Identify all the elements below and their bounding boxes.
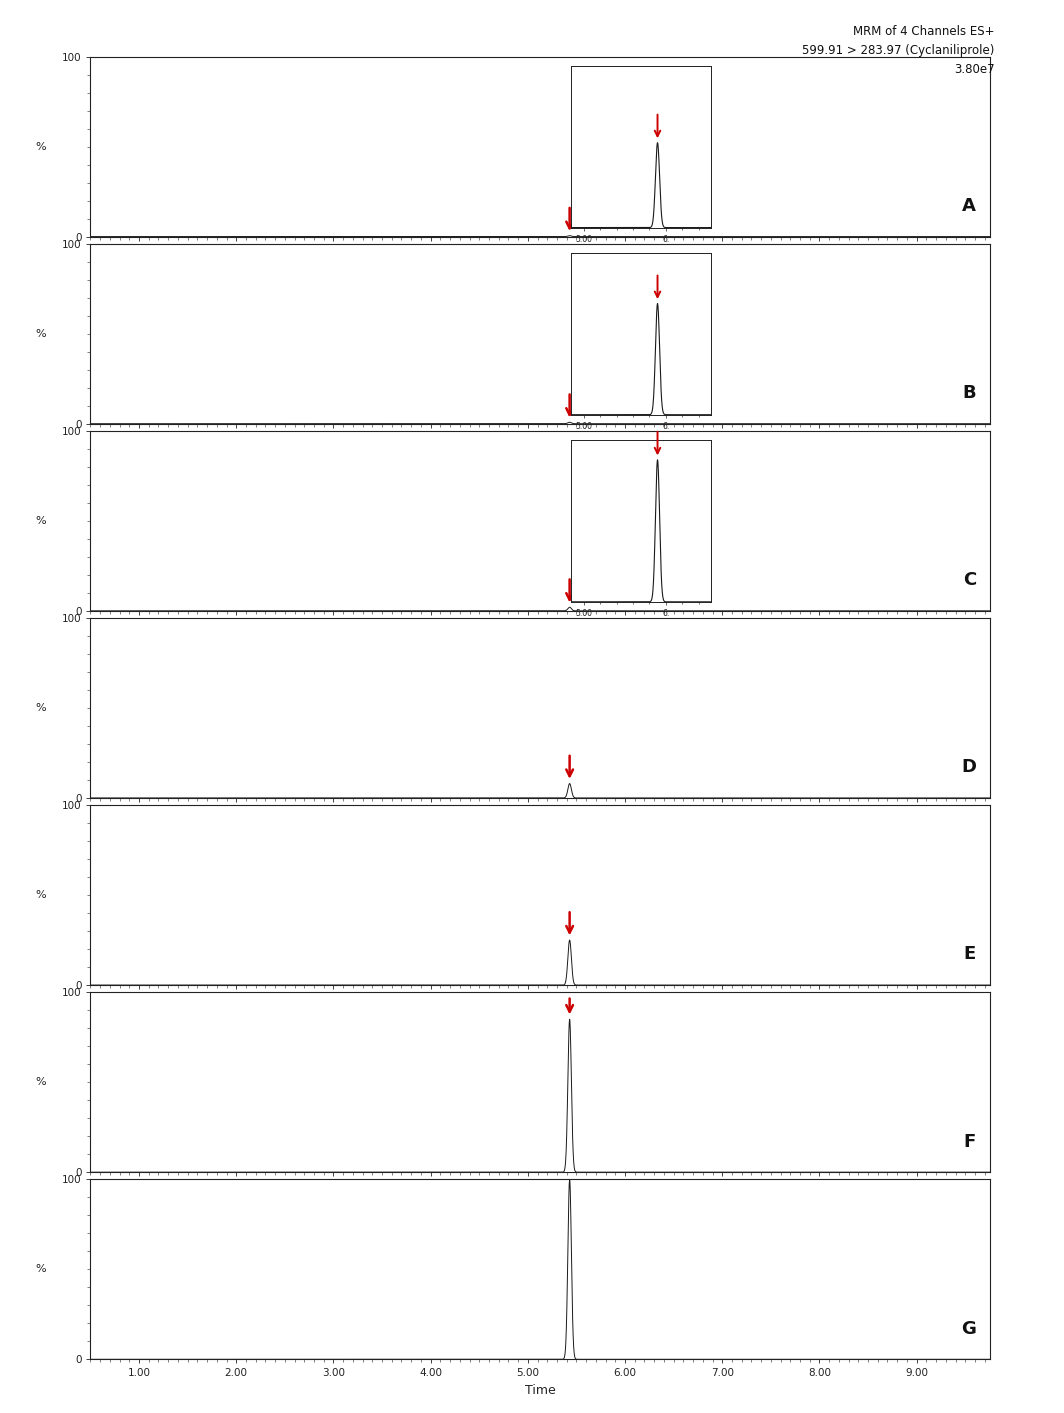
Text: %: % [36,329,47,339]
Text: D: D [961,759,976,776]
Text: %: % [36,1265,47,1275]
Text: %: % [36,516,47,526]
X-axis label: Time: Time [525,1383,555,1397]
Text: C: C [963,571,976,589]
Text: %: % [36,141,47,151]
Text: B: B [963,384,976,403]
Text: MRM of 4 Channels ES+
599.91 > 283.97 (Cyclaniliprole)
3.80e7: MRM of 4 Channels ES+ 599.91 > 283.97 (C… [802,25,995,76]
Text: F: F [964,1133,976,1150]
Text: %: % [36,702,47,714]
Text: A: A [962,196,976,215]
Text: %: % [36,890,47,900]
Text: %: % [36,1077,47,1087]
Text: G: G [961,1320,976,1338]
Text: E: E [964,945,976,964]
